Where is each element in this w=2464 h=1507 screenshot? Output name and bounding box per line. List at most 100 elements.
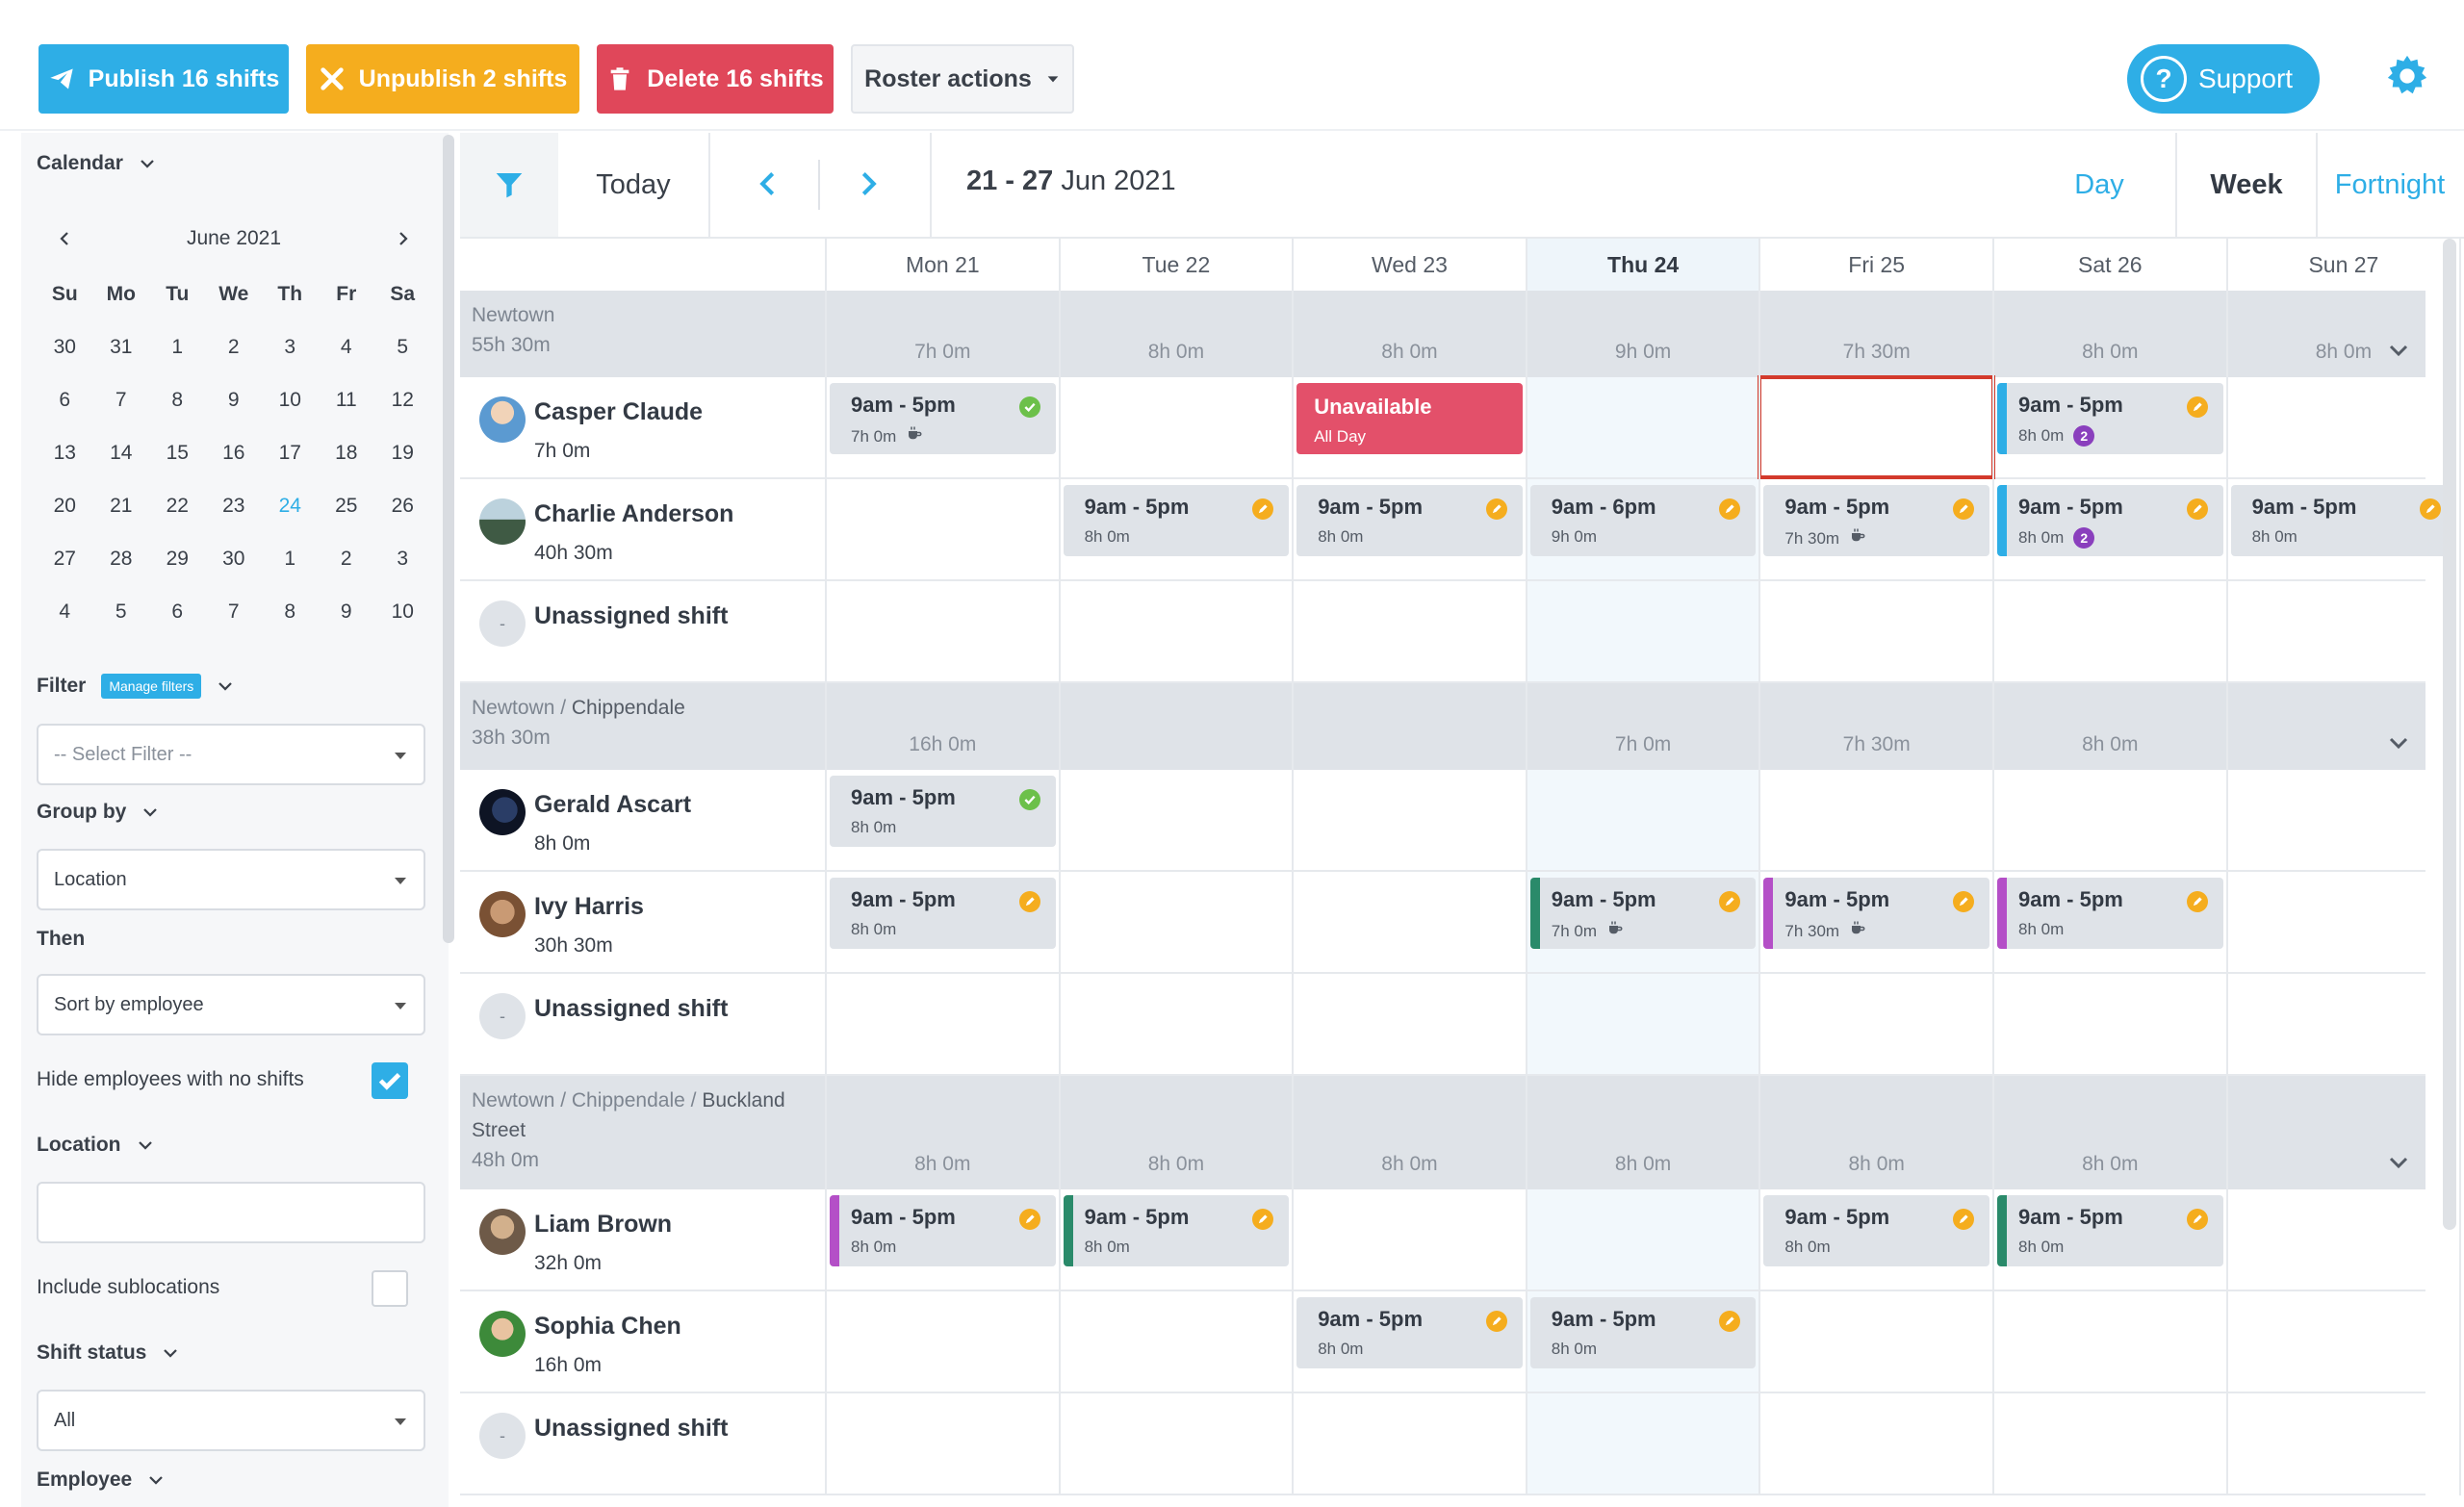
filter-select[interactable]: -- Select Filter -- bbox=[37, 724, 425, 785]
employee-name[interactable]: Casper Claude bbox=[534, 398, 704, 425]
unavailable-block[interactable]: Unavailable All Day bbox=[1296, 383, 1523, 454]
chevron-down-icon[interactable] bbox=[2387, 339, 2410, 362]
shift-card[interactable]: 9am - 5pm 8h 0m bbox=[1063, 1195, 1290, 1266]
shift-card[interactable]: 9am - 5pm 8h 0m bbox=[1529, 1297, 1757, 1368]
shift-card[interactable]: 9am - 5pm 8h 0m bbox=[1063, 485, 1290, 556]
calendar-day[interactable]: 7 bbox=[227, 600, 240, 623]
calendar-day[interactable]: 14 bbox=[110, 441, 133, 464]
view-day-tab[interactable]: Day bbox=[2074, 168, 2124, 200]
roster-actions-dropdown[interactable]: Roster actions bbox=[851, 44, 1074, 114]
calendar-day[interactable]: 9 bbox=[227, 388, 240, 411]
shift-card[interactable]: 9am - 5pm 8h 0m bbox=[1763, 1195, 1989, 1266]
employee-name[interactable]: Liam Brown bbox=[534, 1211, 673, 1238]
group-by-toggle[interactable]: Group by bbox=[37, 801, 159, 824]
calendar-day[interactable]: 10 bbox=[391, 600, 414, 623]
calendar-day[interactable]: 2 bbox=[227, 335, 240, 358]
chevron-down-icon[interactable] bbox=[2387, 731, 2410, 754]
today-button[interactable]: Today bbox=[558, 133, 710, 237]
employee-toggle[interactable]: Employee bbox=[37, 1469, 165, 1492]
shift-card[interactable]: 9am - 5pm 8h 0m bbox=[830, 1195, 1056, 1266]
location-group-header[interactable]: Newtown / Chippendale / Buckland Street 4… bbox=[460, 1076, 2426, 1189]
chevron-right-icon[interactable] bbox=[395, 230, 412, 247]
chevron-left-icon[interactable] bbox=[56, 230, 73, 247]
calendar-day[interactable]: 18 bbox=[335, 441, 358, 464]
calendar-day[interactable]: 21 bbox=[110, 494, 133, 517]
location-group-header[interactable]: Newtown / Chippendale 38h 30m 16h 0m 7h 0m 7… bbox=[460, 683, 2426, 770]
calendar-day[interactable]: 7 bbox=[115, 388, 127, 411]
calendar-day[interactable]: 8 bbox=[284, 600, 296, 623]
employee-name[interactable]: Gerald Ascart bbox=[534, 791, 692, 818]
calendar-day[interactable]: 11 bbox=[335, 388, 357, 411]
view-week-tab[interactable]: Week bbox=[2175, 133, 2318, 237]
calendar-day[interactable]: 30 bbox=[222, 547, 245, 570]
calendar-day[interactable]: 6 bbox=[59, 388, 71, 411]
calendar-day[interactable]: 26 bbox=[391, 494, 414, 517]
calendar-toggle[interactable]: Calendar bbox=[37, 152, 156, 175]
shift-card[interactable]: 9am - 5pm 8h 0m bbox=[1296, 1297, 1523, 1368]
calendar-day[interactable]: 1 bbox=[171, 335, 184, 358]
calendar-day[interactable]: 3 bbox=[284, 335, 296, 358]
calendar-day[interactable]: 13 bbox=[53, 441, 76, 464]
employee-name[interactable]: Ivy Harris bbox=[534, 893, 644, 920]
gear-icon[interactable] bbox=[2385, 54, 2429, 98]
group-by-select[interactable]: Location bbox=[37, 849, 425, 910]
view-fortnight-tab[interactable]: Fortnight bbox=[2334, 168, 2446, 200]
employee-name[interactable]: Sophia Chen bbox=[534, 1313, 681, 1340]
include-sublocations-checkbox[interactable] bbox=[372, 1270, 408, 1307]
previous-week-button[interactable] bbox=[749, 162, 787, 206]
calendar-day[interactable]: 27 bbox=[53, 547, 76, 570]
calendar-day[interactable]: 1 bbox=[284, 547, 296, 570]
calendar-day[interactable]: 23 bbox=[222, 494, 245, 517]
employee-name[interactable]: Unassigned shift bbox=[534, 1415, 729, 1442]
calendar-day[interactable]: 28 bbox=[110, 547, 133, 570]
chevron-down-icon[interactable] bbox=[217, 677, 234, 695]
calendar-day[interactable]: 8 bbox=[171, 388, 184, 411]
sidebar-scrollbar[interactable] bbox=[443, 135, 454, 943]
calendar-day[interactable]: 10 bbox=[278, 388, 301, 411]
calendar-day[interactable]: 9 bbox=[340, 600, 352, 623]
selected-cell[interactable] bbox=[1758, 375, 1995, 479]
shift-card[interactable]: 9am - 5pm 8h 0m bbox=[830, 878, 1056, 949]
location-input[interactable] bbox=[37, 1182, 425, 1243]
calendar-day[interactable]: 5 bbox=[397, 335, 409, 358]
calendar-day[interactable]: 2 bbox=[340, 547, 352, 570]
unpublish-shifts-button[interactable]: Unpublish 2 shifts bbox=[306, 44, 579, 114]
shift-card[interactable]: 9am - 5pm 8h 0m bbox=[1997, 878, 2223, 949]
employee-name[interactable]: Charlie Anderson bbox=[534, 500, 734, 527]
publish-shifts-button[interactable]: Publish 16 shifts bbox=[38, 44, 289, 114]
shift-card[interactable]: 9am - 6pm 9h 0m bbox=[1529, 485, 1757, 556]
support-button[interactable]: ? Support bbox=[2127, 44, 2320, 114]
calendar-day[interactable]: 17 bbox=[278, 441, 301, 464]
shift-card[interactable]: 9am - 5pm 7h 0m bbox=[1529, 878, 1757, 949]
location-group-header[interactable]: Newtown 55h 30m 7h 0m 8h 0m 8h 0m 9h 0m 7h 30m… bbox=[460, 291, 2426, 377]
calendar-day[interactable]: 19 bbox=[391, 441, 414, 464]
shift-status-toggle[interactable]: Shift status bbox=[37, 1341, 179, 1365]
shift-card[interactable]: 9am - 5pm 8h 0m 2 bbox=[1997, 383, 2223, 454]
then-select[interactable]: Sort by employee bbox=[37, 974, 425, 1035]
calendar-day[interactable]: 6 bbox=[171, 600, 184, 623]
shift-card[interactable]: 9am - 5pm 7h 0m bbox=[830, 383, 1056, 454]
shift-card[interactable]: 9am - 5pm 8h 0m bbox=[830, 776, 1056, 847]
shift-card[interactable]: 9am - 5pm 7h 30m bbox=[1763, 878, 1989, 949]
calendar-day[interactable]: 16 bbox=[222, 441, 245, 464]
shift-status-select[interactable]: All bbox=[37, 1390, 425, 1451]
calendar-day[interactable]: 5 bbox=[115, 600, 127, 623]
shift-card[interactable]: 9am - 5pm 7h 30m bbox=[1763, 485, 1989, 556]
shift-card[interactable]: 9am - 5pm 8h 0m bbox=[2230, 485, 2457, 556]
filter-toggle-button[interactable] bbox=[460, 133, 558, 237]
calendar-day[interactable]: 24 bbox=[278, 494, 301, 517]
roster-scrollbar[interactable] bbox=[2443, 239, 2456, 1230]
calendar-day[interactable]: 25 bbox=[335, 494, 358, 517]
hide-employees-checkbox[interactable] bbox=[372, 1062, 408, 1099]
employee-name[interactable]: Unassigned shift bbox=[534, 602, 729, 629]
location-toggle[interactable]: Location bbox=[37, 1134, 154, 1157]
calendar-day[interactable]: 31 bbox=[110, 335, 133, 358]
calendar-day[interactable]: 29 bbox=[166, 547, 189, 570]
calendar-day[interactable]: 4 bbox=[59, 600, 71, 623]
employee-name[interactable]: Unassigned shift bbox=[534, 995, 729, 1022]
calendar-day[interactable]: 20 bbox=[53, 494, 76, 517]
next-week-button[interactable] bbox=[849, 162, 887, 206]
calendar-day[interactable]: 3 bbox=[397, 547, 409, 570]
manage-filters-button[interactable]: Manage filters bbox=[101, 674, 202, 699]
calendar-day[interactable]: 12 bbox=[391, 388, 414, 411]
